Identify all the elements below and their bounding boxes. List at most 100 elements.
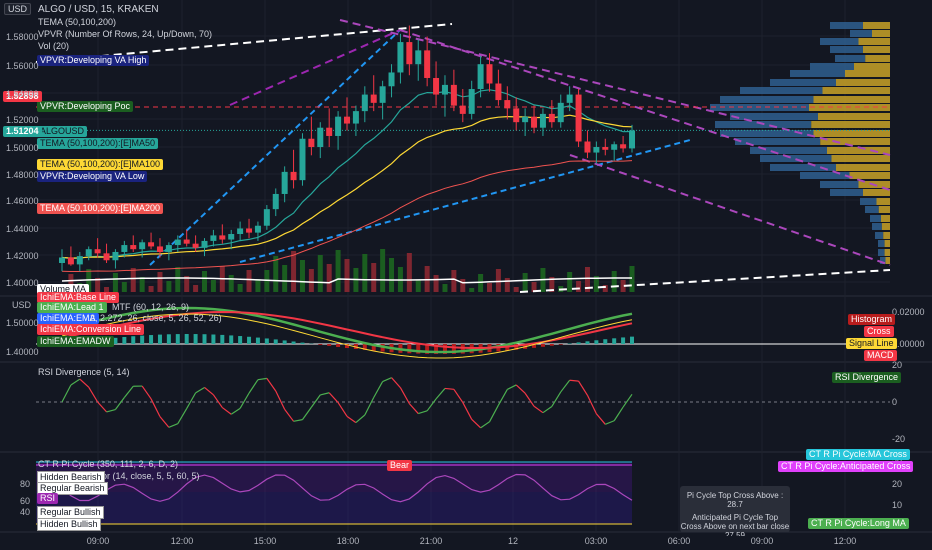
vpvr-bar-down xyxy=(884,249,890,256)
rsi-title[interactable]: RSI Divergence (5, 14) xyxy=(38,367,130,377)
candle-body xyxy=(103,253,110,261)
volume-bar xyxy=(531,282,537,292)
vpvr-bar-down xyxy=(845,70,890,77)
rsi-segment xyxy=(114,397,125,410)
candle-body xyxy=(441,84,448,95)
trendline-purple-a xyxy=(229,29,401,106)
candle-body xyxy=(94,249,101,254)
candle-body xyxy=(201,240,208,248)
candle-body xyxy=(210,235,217,241)
volume-bar xyxy=(406,253,412,292)
candle-body xyxy=(593,147,600,153)
volume-bar xyxy=(157,272,163,292)
rsi-segment xyxy=(293,419,303,422)
tag-ichi-emadw: IchiEMA:EMADW xyxy=(37,336,114,347)
candle-body xyxy=(237,228,244,235)
macd-histogram-bar xyxy=(336,344,341,347)
macd-left-tick: 1.40000 xyxy=(6,347,39,357)
rsi-segment xyxy=(257,377,267,381)
volume-bar xyxy=(291,251,297,292)
macd-histogram-bar xyxy=(202,334,207,344)
rsi-segment xyxy=(186,392,197,409)
macd-histogram-bar xyxy=(211,334,216,344)
vpvr-bar-down xyxy=(813,130,890,137)
volume-bar xyxy=(495,269,501,292)
candle-body xyxy=(504,100,511,109)
rsi-segment xyxy=(595,413,606,425)
macd-histogram-bar xyxy=(362,344,367,350)
vpvr-bar-down xyxy=(811,121,890,128)
rsi-segment xyxy=(248,379,259,394)
pane-bg xyxy=(0,362,932,452)
rsi-segment xyxy=(444,387,454,390)
currency-button[interactable]: USD xyxy=(4,3,32,15)
macd-histogram-bar xyxy=(612,338,617,344)
rsi-segment xyxy=(435,388,446,400)
volume-bar xyxy=(371,263,377,292)
tooltip-line2: Anticipated Pi Cycle Top xyxy=(691,513,779,522)
indicator-vpvr[interactable]: VPVR (Number Of Rows, 24, Up/Down, 70) xyxy=(38,29,213,39)
macd-histogram-bar xyxy=(416,344,421,354)
indicator-vol[interactable]: Vol (20) xyxy=(38,41,70,51)
tooltip-line1: Pi Cycle Top Cross Above : 28.7 xyxy=(686,491,784,509)
rsi-segment xyxy=(569,379,579,382)
vpvr-bar-up xyxy=(720,96,814,103)
candle-body xyxy=(602,147,609,150)
vpvr-bar-up xyxy=(835,55,866,62)
rsi-segment xyxy=(453,388,464,403)
rsi-segment xyxy=(328,392,339,403)
volume-bar xyxy=(202,271,207,292)
volume-bar xyxy=(68,274,74,292)
macd-histogram-bar xyxy=(540,344,545,347)
tag-algousd: ALGOUSD xyxy=(37,126,88,137)
macd-histogram-bar xyxy=(345,344,349,349)
macd-histogram-bar xyxy=(157,334,162,344)
ichi-ema-line xyxy=(61,313,633,359)
macd-histogram-bar xyxy=(621,337,626,344)
vpvr-bar-up xyxy=(770,79,836,86)
volume-bar xyxy=(584,267,590,292)
time-tick: 12:00 xyxy=(833,536,857,546)
volume-bar xyxy=(139,277,145,292)
time-tick: 12:00 xyxy=(170,536,194,546)
tag-pi-anticipated-cross: CT R Pi Cycle:Anticipated Cross xyxy=(778,461,914,472)
volume-bar xyxy=(593,276,599,292)
volume-bar xyxy=(273,256,279,292)
vpvr-bar-up xyxy=(820,181,859,188)
vpvr-bar-up xyxy=(800,172,850,179)
trendline-purple-b xyxy=(399,29,891,191)
rsi-segment xyxy=(471,418,482,429)
volume-bar xyxy=(317,255,323,292)
candle-body xyxy=(228,234,235,240)
rsi-segment xyxy=(515,384,526,394)
vpvr-bar-up xyxy=(770,164,836,171)
volume-bar xyxy=(112,273,118,292)
candle-body xyxy=(575,94,582,142)
rsi-segment xyxy=(391,377,401,389)
macd-histogram-bar xyxy=(220,334,225,344)
vpvr-bar-down xyxy=(863,46,890,53)
tag-histogram: Histogram xyxy=(848,314,896,325)
volume-ma-line xyxy=(61,277,632,284)
vpvr-bar-up xyxy=(878,249,885,256)
candle-body xyxy=(156,246,163,252)
volume-bar xyxy=(255,279,261,292)
volume-bar xyxy=(567,272,573,292)
candle-body xyxy=(424,50,431,78)
macd-histogram-bar xyxy=(327,344,332,346)
volume-bar xyxy=(620,280,626,292)
pi-title[interactable]: CT R Pi Cycle (350, 111, 2, 6, D, 2) xyxy=(38,459,179,469)
candle-body xyxy=(192,243,199,248)
volume-bar xyxy=(175,267,181,292)
price-tick: 1.46000 xyxy=(6,196,39,206)
volume-bar xyxy=(415,280,421,292)
indicator-tema[interactable]: TEMA (50,100,200) xyxy=(38,17,117,27)
vpvr-bar-up xyxy=(830,189,863,196)
vpvr-bar-down xyxy=(883,232,890,239)
price-tick: 1.56000 xyxy=(6,61,39,71)
candle-body xyxy=(308,138,315,148)
candle-body xyxy=(522,116,529,123)
candle-body xyxy=(468,89,475,114)
volume-bar xyxy=(602,285,608,292)
